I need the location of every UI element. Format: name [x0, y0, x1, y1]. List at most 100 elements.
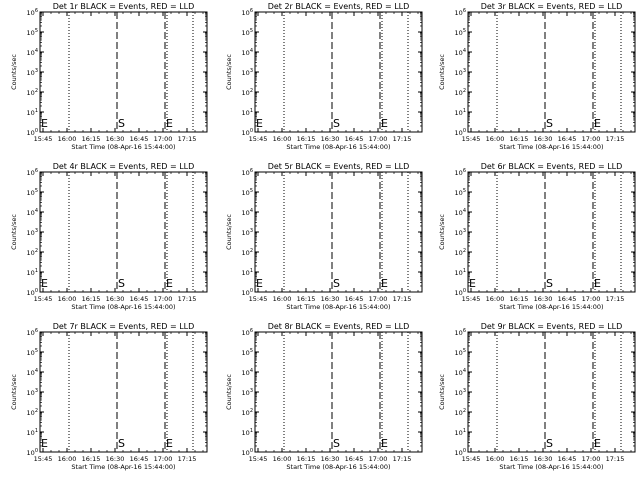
plot-frame: [467, 171, 636, 293]
x-tick-label: 16:45: [130, 455, 149, 463]
y-tick-label: 101: [455, 428, 466, 437]
end-marker-label: E: [166, 277, 173, 290]
y-tick-label: 103: [27, 68, 38, 77]
x-tick-label: 16:45: [558, 135, 577, 143]
y-tick-label: 102: [242, 408, 253, 417]
plot-frame: [254, 331, 423, 453]
x-tick-label: 17:00: [154, 455, 173, 463]
left-edge-label: E: [469, 277, 476, 290]
x-tick-label: 16:00: [273, 295, 292, 303]
x-tick-label: 15:45: [249, 135, 268, 143]
x-tick-label: 17:15: [606, 135, 625, 143]
y-tick-label: 105: [242, 188, 253, 197]
y-tick-label: 106: [455, 328, 466, 337]
y-tick-label: 105: [27, 348, 38, 357]
x-tick-label: 15:45: [462, 135, 481, 143]
end-marker-label: E: [594, 437, 601, 450]
x-tick-label: 17:15: [393, 455, 412, 463]
y-axis-label: Counts/sec: [225, 214, 233, 250]
panel-det-2: Det 2r BLACK = Events, RED = LLD 100 101 10…: [225, 2, 423, 151]
y-tick-label: 102: [27, 408, 38, 417]
y-tick-label: 103: [27, 228, 38, 237]
y-tick-label: 103: [242, 388, 253, 397]
y-tick-label: 103: [455, 68, 466, 77]
x-tick-label: 16:45: [130, 135, 149, 143]
x-tick-label: 17:00: [154, 295, 173, 303]
x-tick-label: 16:45: [558, 295, 577, 303]
y-tick-label: 103: [27, 388, 38, 397]
x-tick-label: 16:45: [345, 135, 364, 143]
y-tick-label: 103: [242, 228, 253, 237]
y-tick-label: 106: [27, 328, 38, 337]
end-marker-label: E: [381, 117, 388, 130]
y-tick-label: 100: [455, 288, 466, 297]
y-tick-label: 104: [242, 208, 253, 217]
end-marker-label: E: [594, 117, 601, 130]
y-tick-label: 101: [455, 268, 466, 277]
y-tick-label: 102: [242, 248, 253, 257]
start-marker-label: S: [118, 117, 125, 130]
x-tick-label: 16:15: [510, 295, 529, 303]
x-tick-label: 16:30: [534, 455, 553, 463]
x-tick-label: 16:15: [297, 295, 316, 303]
x-tick-label: 17:15: [606, 455, 625, 463]
panel-det-6: Det 6r BLACK = Events, RED = LLD 100 101 10…: [438, 162, 636, 311]
x-tick-label: 17:15: [393, 295, 412, 303]
end-marker-label: E: [381, 437, 388, 450]
x-tick-label: 16:15: [510, 135, 529, 143]
panel-det-3: Det 3r BLACK = Events, RED = LLD 100 101 10…: [438, 2, 636, 151]
panel-title: Det 2r BLACK = Events, RED = LLD: [268, 2, 410, 11]
start-marker-label: S: [118, 277, 125, 290]
x-tick-label: 16:00: [58, 135, 77, 143]
x-tick-label: 17:15: [393, 135, 412, 143]
panel-title: Det 8r BLACK = Events, RED = LLD: [268, 322, 410, 331]
y-tick-label: 104: [27, 48, 38, 57]
panel-det-1: Det 1r BLACK = Events, RED = LLD 100 101 10…: [10, 2, 208, 151]
x-axis-label: Start Time (08-Apr-16 15:44:00): [71, 463, 175, 471]
y-tick-label: 102: [242, 88, 253, 97]
x-tick-label: 16:00: [273, 455, 292, 463]
y-axis-label: Counts/sec: [10, 214, 18, 250]
panel-title: Det 5r BLACK = Events, RED = LLD: [268, 162, 410, 171]
y-tick-label: 104: [455, 208, 466, 217]
x-tick-label: 16:30: [321, 455, 340, 463]
y-tick-label: 102: [455, 248, 466, 257]
x-axis-label: Start Time (08-Apr-16 15:44:00): [286, 463, 390, 471]
x-tick-label: 17:15: [178, 295, 197, 303]
x-tick-label: 16:00: [58, 455, 77, 463]
x-axis-label: Start Time (08-Apr-16 15:44:00): [71, 143, 175, 151]
y-axis-label: Counts/sec: [438, 374, 446, 410]
y-tick-label: 100: [27, 128, 38, 137]
end-marker-label: E: [594, 277, 601, 290]
x-tick-label: 16:15: [297, 455, 316, 463]
x-tick-label: 15:45: [462, 455, 481, 463]
y-tick-label: 106: [455, 8, 466, 17]
plot-frame: [254, 11, 423, 133]
end-marker-label: E: [166, 437, 173, 450]
x-tick-label: 16:15: [82, 455, 101, 463]
y-tick-label: 104: [242, 48, 253, 57]
x-tick-label: 15:45: [34, 135, 53, 143]
y-tick-label: 102: [455, 88, 466, 97]
panel-det-4: Det 4r BLACK = Events, RED = LLD 100 101 10…: [10, 162, 208, 311]
y-tick-label: 102: [27, 248, 38, 257]
left-edge-label: E: [41, 277, 48, 290]
x-tick-label: 15:45: [462, 295, 481, 303]
y-tick-label: 106: [242, 328, 253, 337]
y-tick-label: 106: [27, 168, 38, 177]
y-tick-label: 100: [27, 448, 38, 457]
start-marker-label: S: [546, 437, 553, 450]
x-tick-label: 16:45: [345, 455, 364, 463]
plot-frame: [467, 11, 636, 133]
plot-frame: [39, 171, 208, 293]
y-tick-label: 104: [27, 368, 38, 377]
y-tick-label: 103: [455, 228, 466, 237]
y-axis-label: Counts/sec: [225, 54, 233, 90]
y-tick-label: 100: [242, 128, 253, 137]
x-tick-label: 16:30: [534, 295, 553, 303]
end-marker-label: E: [381, 277, 388, 290]
y-tick-label: 104: [455, 48, 466, 57]
x-axis-label: Start Time (08-Apr-16 15:44:00): [499, 463, 603, 471]
x-axis-label: Start Time (08-Apr-16 15:44:00): [286, 303, 390, 311]
